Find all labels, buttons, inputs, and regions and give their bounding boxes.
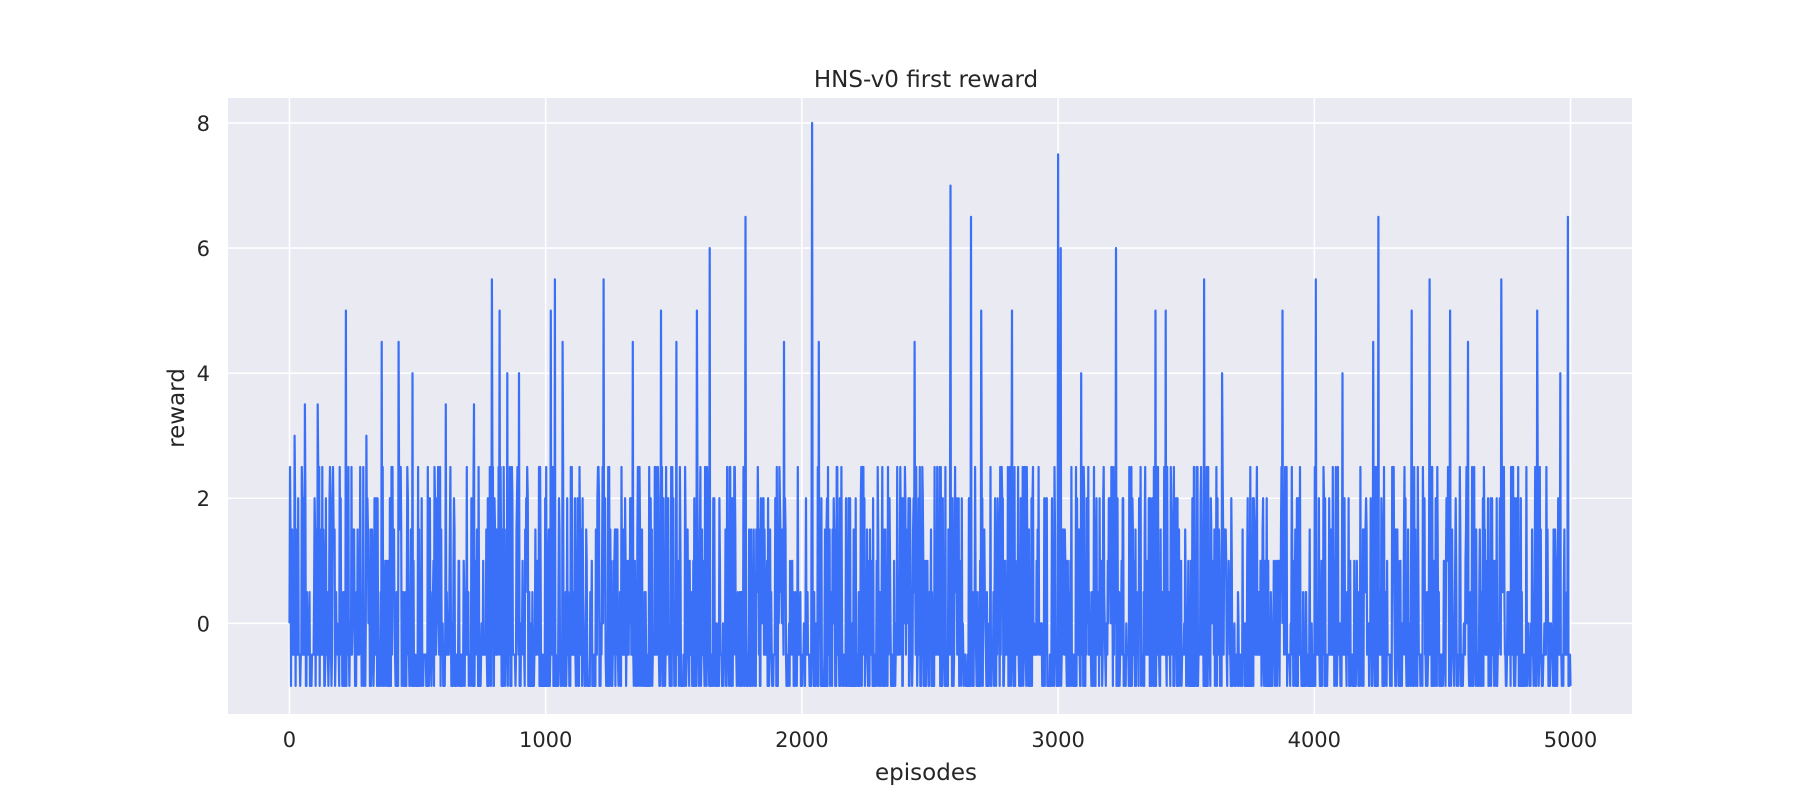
y-axis-label: reward bbox=[164, 368, 190, 448]
x-tick-label: 1000 bbox=[519, 728, 572, 752]
x-tick-label: 0 bbox=[283, 728, 296, 752]
tick-labels: 0 1000 2000 3000 4000 5000 0 2 4 6 8 bbox=[197, 112, 1598, 752]
chart-title: HNS-v0 first reward bbox=[814, 67, 1038, 93]
x-tick-label: 3000 bbox=[1031, 728, 1084, 752]
x-tick-label: 4000 bbox=[1288, 728, 1341, 752]
series-layer bbox=[288, 121, 1572, 687]
x-axis-label: episodes bbox=[875, 760, 977, 786]
reward-series-line bbox=[288, 121, 1572, 687]
y-tick-label: 2 bbox=[197, 487, 210, 511]
y-tick-label: 6 bbox=[197, 237, 210, 261]
x-tick-label: 5000 bbox=[1544, 728, 1597, 752]
y-tick-label: 0 bbox=[197, 612, 210, 636]
y-tick-label: 8 bbox=[197, 112, 210, 136]
y-tick-label: 4 bbox=[197, 362, 210, 386]
x-tick-label: 2000 bbox=[775, 728, 828, 752]
